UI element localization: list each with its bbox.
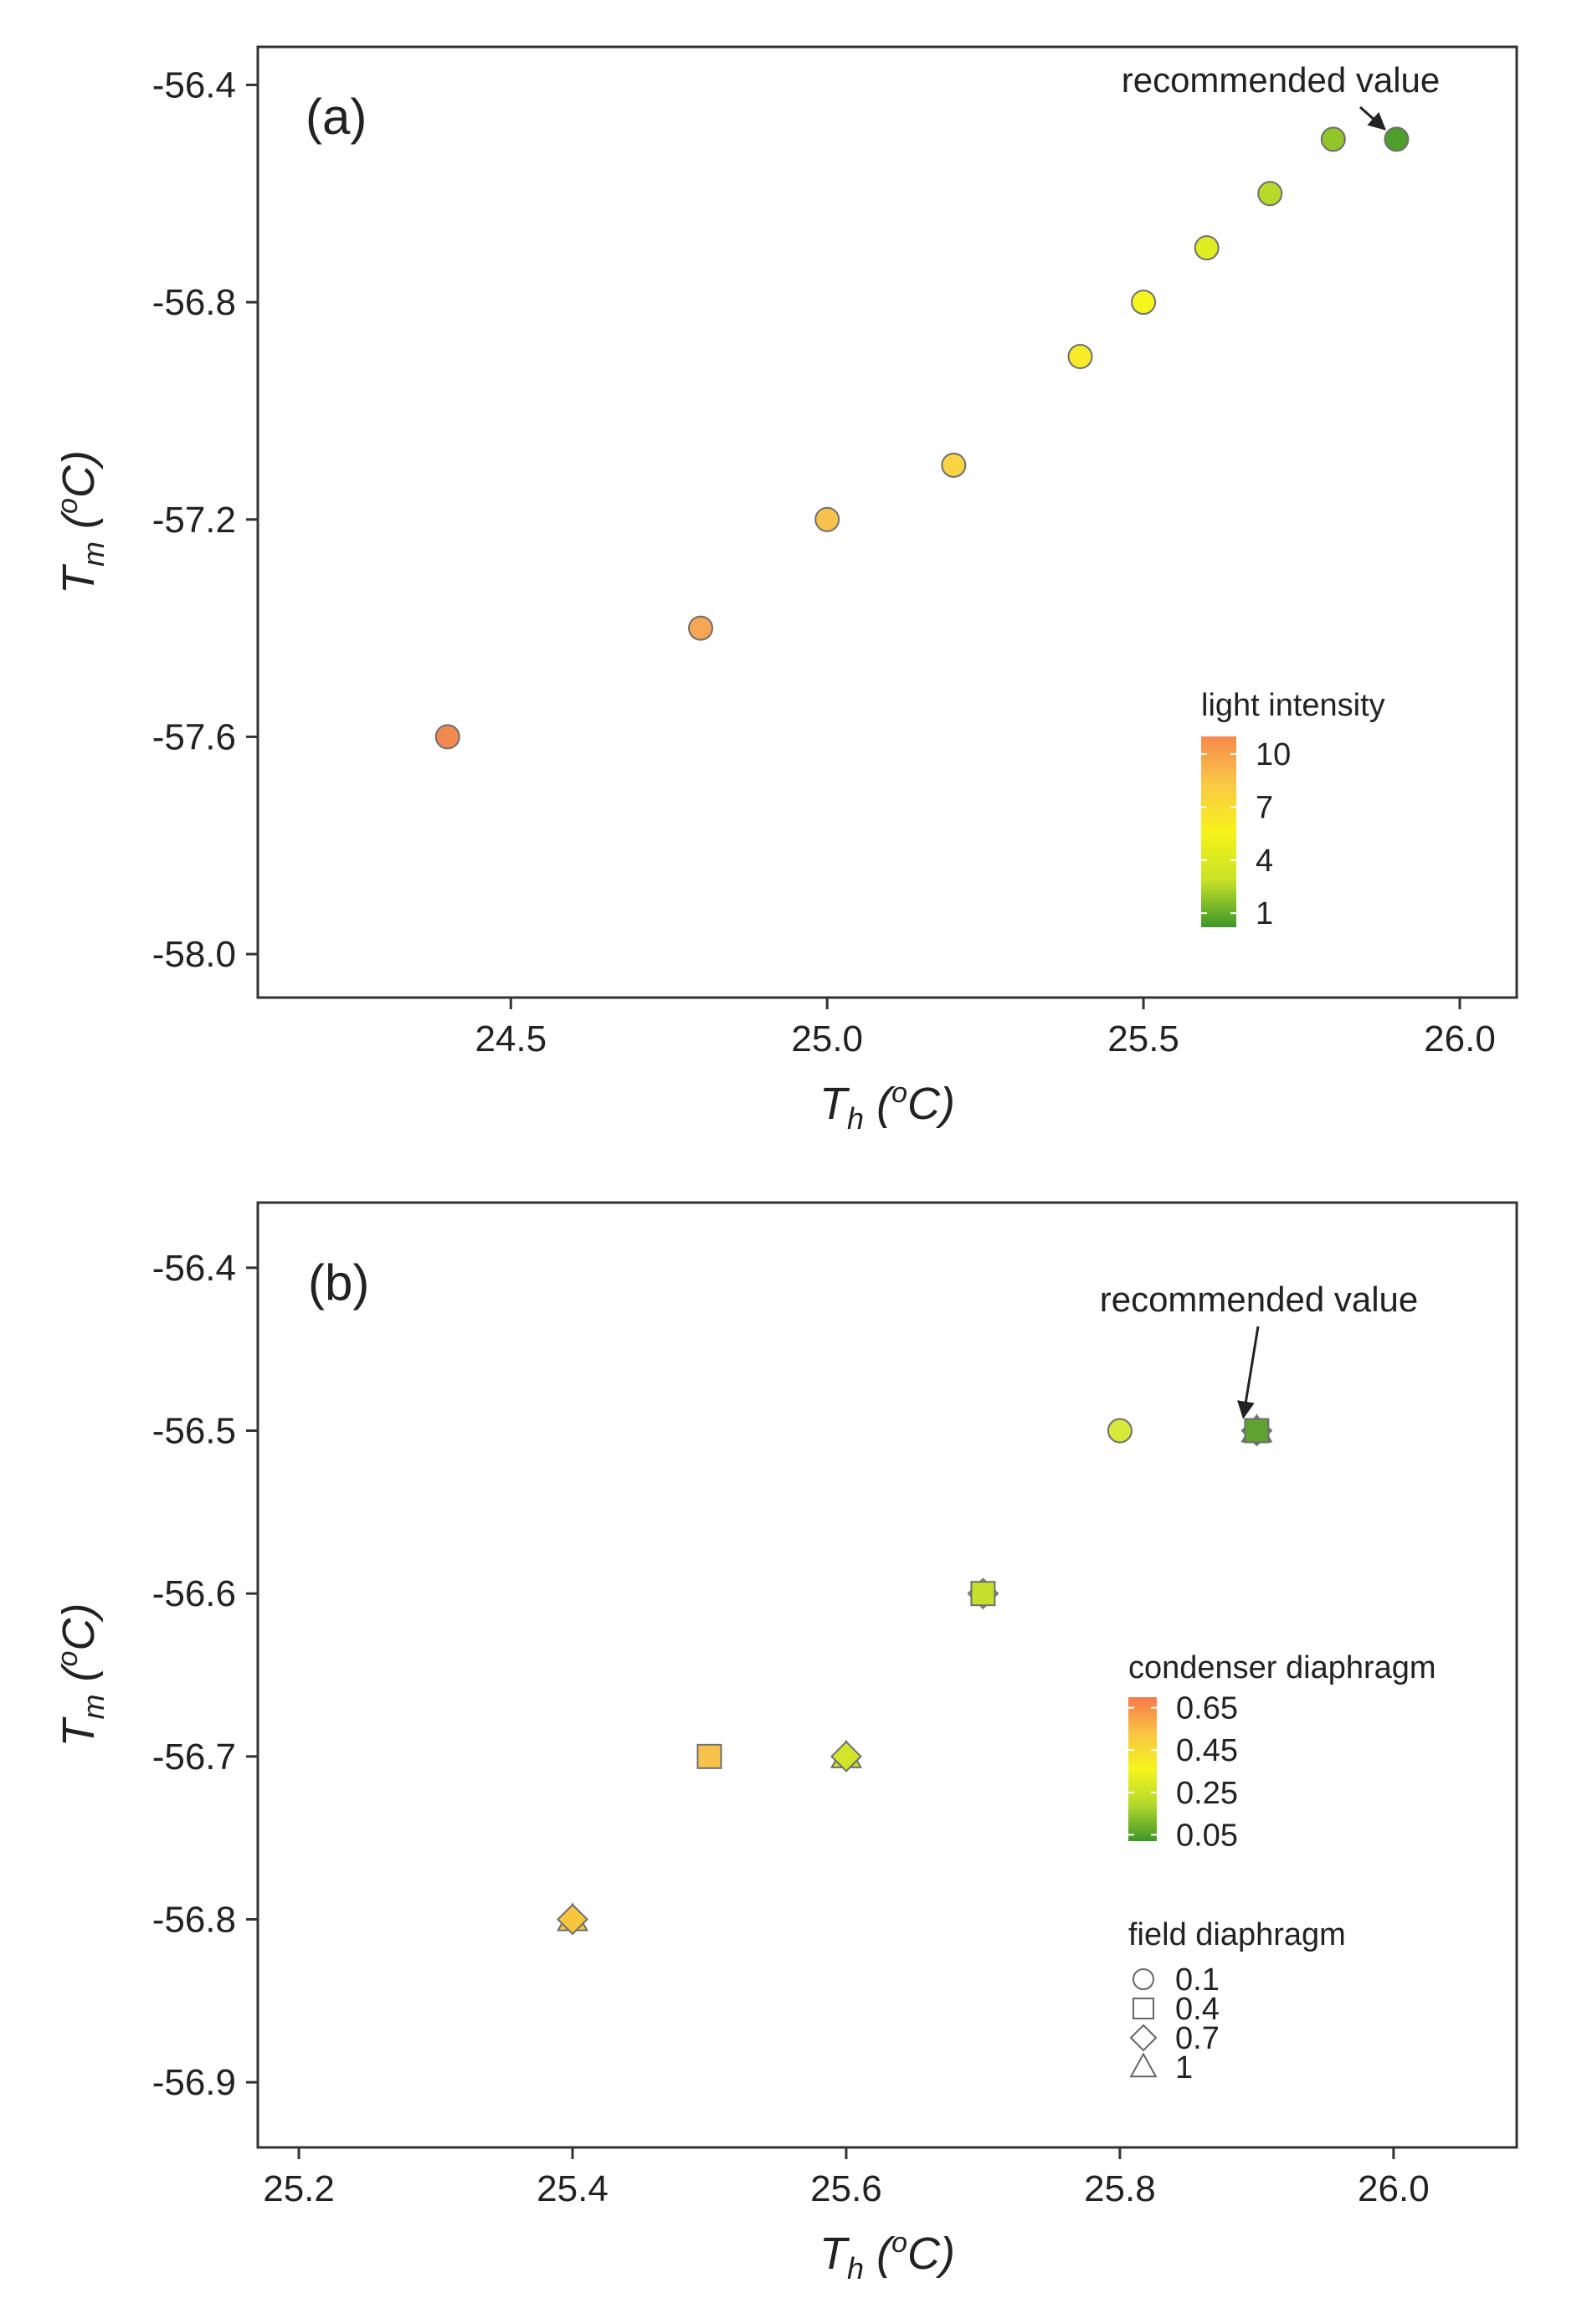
color-legend-label: 1 [1256,896,1273,931]
y-label-main: T [54,1716,104,1747]
shape-legend-title: field diaphragm [1128,1917,1346,1952]
data-point [1320,126,1346,152]
x-label-unit: C [907,1079,941,1129]
x-label-close: ) [935,1079,955,1129]
x-axis-label: Th (oC) [819,1077,955,1136]
data-point [1131,290,1157,316]
y-tick-label: -56.8 [152,282,236,323]
data-point [830,1740,862,1772]
data-point [688,615,714,641]
color-legend-label: 0.25 [1176,1776,1238,1811]
color-legend-title: light intensity [1201,688,1385,723]
x-tick-label: 26.0 [1358,2168,1430,2209]
x-axis-label: Th (oC) [819,2227,955,2286]
y-label-main: T [54,563,104,594]
data-point [1194,235,1220,261]
x-label-main: T [819,1079,850,1129]
plot-frame [256,45,1518,999]
data-point [1257,181,1283,207]
shape-legend-label: 0.7 [1175,2021,1220,2056]
data-point [696,1743,722,1769]
data-point [970,1581,996,1607]
y-label-close: ) [54,1603,104,1624]
y-tick-label: -58.0 [152,934,236,975]
color-legend-bar [1201,736,1236,927]
x-tick-label: 24.5 [475,1018,547,1059]
shape-legend-label: 0.4 [1175,1992,1220,2027]
x-tick-label: 25.5 [1107,1018,1179,1059]
x-label-sup: o [891,1077,907,1109]
shape-legend-triangle-icon [1129,2052,1158,2078]
y-label-open: ( [54,510,104,541]
x-tick-label: 25.8 [1084,2168,1156,2209]
color-legend-bar [1128,1697,1157,1841]
x-label-open: ( [864,2229,896,2279]
color-legend-title: condenser diaphragm [1128,1650,1436,1685]
data-point [1384,126,1410,152]
panel-label: (a) [306,89,367,145]
y-label-unit: C [54,464,104,498]
x-tick-label: 25.0 [791,1018,863,1059]
y-tick-label: -56.8 [152,1899,236,1940]
annotation-arrow [1237,1326,1260,1419]
data-point [1067,344,1093,370]
y-label-sup: o [52,498,84,514]
x-label-sub: h [847,1101,864,1136]
color-legend-label: 4 [1256,844,1273,879]
x-label-close: ) [935,2229,955,2279]
y-axis-label: Tm (oC) [52,1603,110,1747]
color-legend-label: 10 [1256,737,1291,772]
recommended-value-annotation: recommended value [1122,60,1441,100]
color-legend-label: 0.65 [1176,1691,1238,1726]
data-point [814,506,840,532]
y-tick-label: -56.4 [152,1248,236,1289]
data-point [941,452,967,478]
annotation-arrow [1359,105,1386,131]
shape-legend-diamond-icon [1129,2024,1158,2052]
y-label-sup: o [52,1651,84,1667]
y-tick-label: -56.6 [152,1573,236,1614]
y-label-sub: m [76,1694,110,1719]
y-tick-label: -56.7 [152,1737,236,1778]
data-point [1107,1418,1133,1444]
y-label-unit: C [54,1618,104,1651]
shape-legend-circle-icon [1133,1968,1154,1990]
shape-legend-label: 0.1 [1175,1962,1220,1998]
panel-label: (b) [308,1254,369,1311]
y-label-sub: m [76,541,110,567]
data-point [1244,1418,1270,1444]
panel-a: 24.5 25.0 25.5 26.0 -56.4 -56.8 -57.2 -57.6 -58.… [52,45,1518,1136]
x-tick-label: 25.6 [810,2168,882,2209]
y-label-close: ) [54,450,104,470]
y-tick-label: -57.2 [152,500,236,541]
x-label-main: T [819,2229,850,2279]
panel-b: 25.2 25.4 25.6 25.8 26.0 -56.4 -56.5 -56.6 -56.7… [52,1201,1518,2286]
y-axis-label: Tm (oC) [52,450,110,594]
color-legend-label: 0.45 [1176,1733,1238,1768]
y-tick-label: -56.5 [152,1411,236,1452]
x-tick-label: 25.4 [537,2168,609,2209]
y-tick-label: -56.4 [152,64,236,105]
shape-legend-label: 1 [1175,2050,1193,2085]
data-point [434,724,460,750]
x-label-sub: h [847,2251,864,2286]
shape-legend-square-icon [1133,1998,1154,2019]
x-tick-label: 26.0 [1424,1018,1496,1059]
plot-frame [256,1201,1518,2149]
x-tick-label: 25.2 [263,2168,335,2209]
y-tick-label: -56.9 [152,2062,236,2103]
x-label-sup: o [891,2227,907,2259]
color-legend-label: 0.05 [1176,1818,1238,1853]
color-legend-label: 7 [1256,790,1273,825]
y-label-open: ( [54,1662,104,1694]
recommended-value-annotation: recommended value [1100,1280,1419,1319]
x-label-unit: C [907,2229,941,2279]
x-label-open: ( [864,1079,896,1129]
y-tick-label: -57.6 [152,716,236,757]
data-point [557,1903,588,1936]
